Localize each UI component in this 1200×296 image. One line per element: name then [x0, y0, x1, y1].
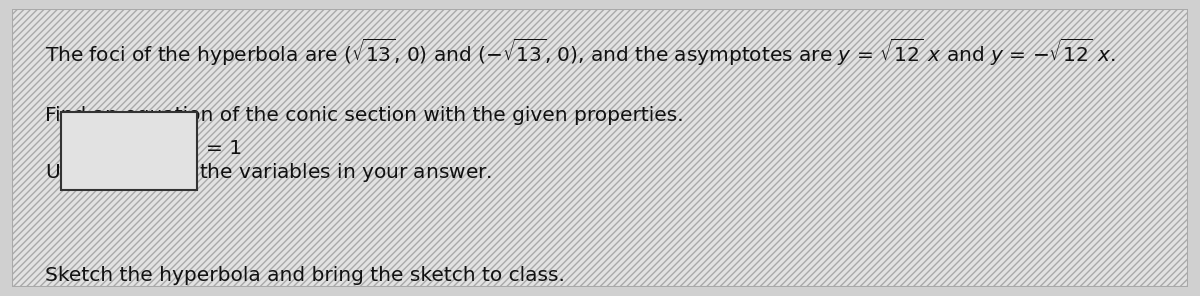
Text: The foci of the hyperbola are ($\sqrt{13}$, 0) and ($-\sqrt{13}$, 0), and the as: The foci of the hyperbola are ($\sqrt{13…: [44, 37, 1116, 68]
Text: Sketch the hyperbola and bring the sketch to class.: Sketch the hyperbola and bring the sketc…: [44, 266, 565, 285]
Text: Find an equation of the conic section with the given properties.: Find an equation of the conic section wi…: [44, 106, 684, 125]
Bar: [61, 112, 197, 190]
Text: = 1: = 1: [206, 139, 242, 157]
Text: Use $x$ and $y$ as the variables in your answer.: Use $x$ and $y$ as the variables in your…: [44, 160, 492, 184]
